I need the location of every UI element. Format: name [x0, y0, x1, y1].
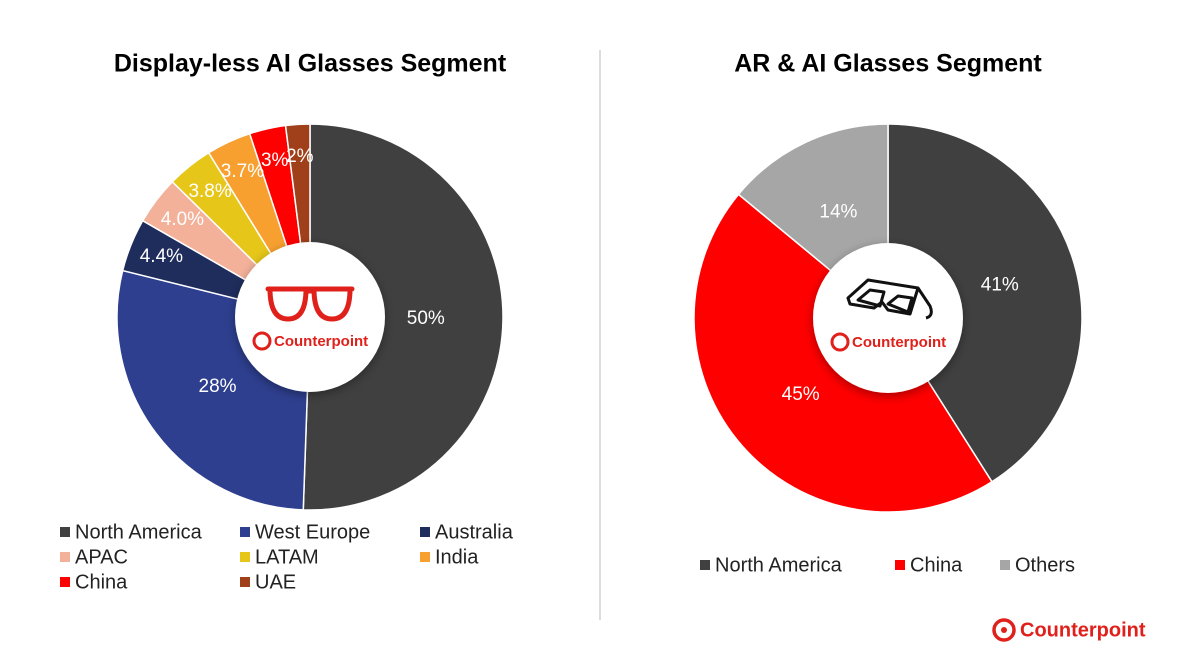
- value-label: 2%: [286, 146, 314, 167]
- brand-text: Counterpoint: [1020, 619, 1146, 641]
- legend-label: West Europe: [255, 521, 370, 543]
- legend-swatch: [1000, 560, 1010, 570]
- legend-label: UAE: [255, 571, 296, 593]
- legend-swatch: [700, 560, 710, 570]
- legend-label: North America: [715, 554, 843, 576]
- legend-swatch: [60, 552, 70, 562]
- glasses3d-icon: [846, 278, 933, 320]
- legend-label: APAC: [75, 546, 128, 568]
- chart-title: Display-less AI Glasses Segment: [114, 50, 507, 78]
- chart-title: AR & AI Glasses Segment: [734, 50, 1042, 78]
- chart-left: Display-less AI Glasses Segment 50% 28% 4.4…: [60, 50, 514, 593]
- value-label: 3.8%: [188, 181, 231, 202]
- chart-right: AR & AI Glasses Segment 41% 45% 14% Counterp…: [693, 50, 1083, 576]
- legend-label: North America: [75, 521, 203, 543]
- pie-slice: [887, 123, 1083, 483]
- value-label: 4.0%: [161, 209, 204, 230]
- legend-swatch: [240, 527, 250, 537]
- brand-logo: Counterpoint: [992, 618, 1146, 642]
- glasses-icon: [265, 286, 355, 322]
- legend-swatch: [420, 527, 430, 537]
- legend-swatch: [60, 577, 70, 587]
- value-label: 4.4%: [140, 246, 183, 267]
- legend-swatch: [240, 552, 250, 562]
- brand-icon: [830, 332, 850, 352]
- legend-label: India: [435, 546, 479, 568]
- center-badge: [813, 243, 963, 393]
- legend-label: LATAM: [255, 546, 319, 568]
- center-icon: [846, 278, 933, 320]
- center-badge: [235, 242, 385, 392]
- value-label: 28%: [199, 376, 237, 397]
- pie-slice: [302, 123, 504, 511]
- legend-label: China: [910, 554, 963, 576]
- brand-icon: [252, 331, 272, 351]
- value-label: 14%: [819, 202, 857, 223]
- legend-label: Others: [1015, 554, 1075, 576]
- value-label: 45%: [782, 384, 820, 405]
- legend-swatch: [420, 552, 430, 562]
- value-label: 41%: [981, 275, 1019, 296]
- value-label: 50%: [407, 308, 445, 329]
- brand-text: Counterpoint: [274, 333, 368, 350]
- legend-swatch: [240, 577, 250, 587]
- brand-text: Counterpoint: [852, 334, 946, 351]
- brand-icon: [992, 618, 1016, 642]
- legend-label: China: [75, 571, 128, 593]
- legend-swatch: [60, 527, 70, 537]
- value-label: 3.7%: [221, 161, 264, 182]
- center-icon: [265, 286, 355, 322]
- value-label: 3%: [261, 150, 289, 171]
- brand-icon-dot: [1001, 627, 1007, 633]
- legend-swatch: [895, 560, 905, 570]
- legend-label: Australia: [435, 521, 514, 543]
